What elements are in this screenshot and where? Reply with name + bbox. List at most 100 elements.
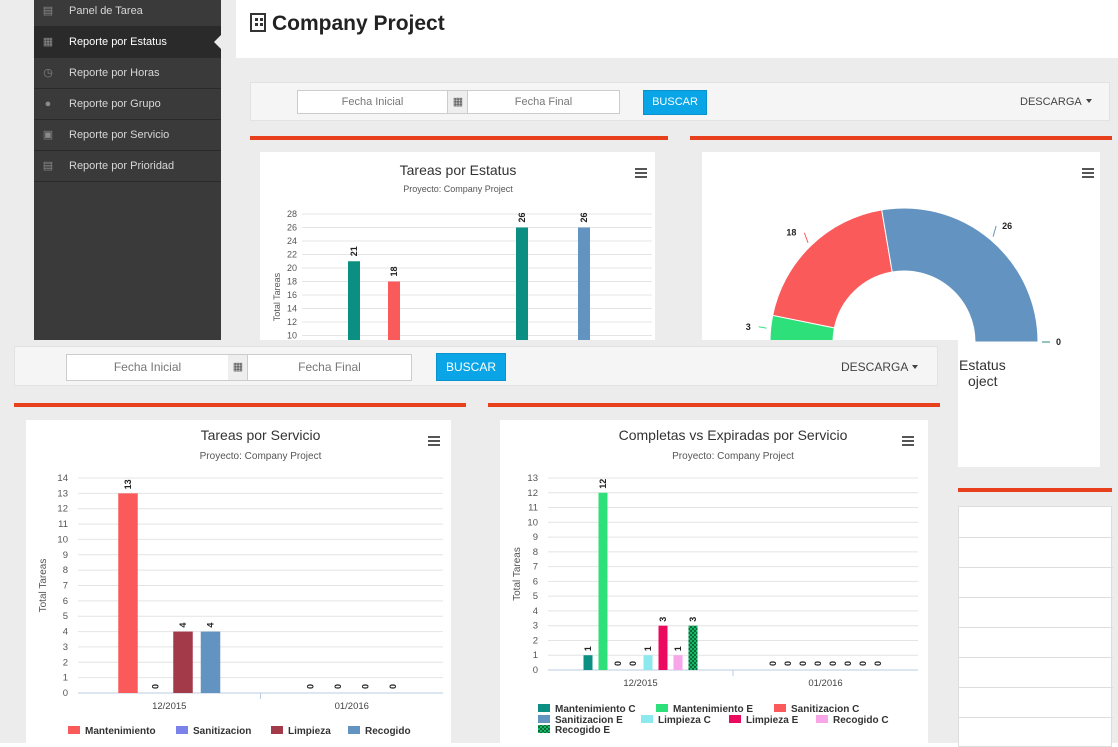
sidebar-item-label: Reporte por Prioridad bbox=[69, 160, 175, 172]
service-chart-card: Tareas por Servicio Proyecto: Company Pro… bbox=[26, 420, 451, 747]
legend-label: Limpieza E bbox=[746, 715, 799, 726]
donut-slice bbox=[881, 207, 1039, 343]
sidebar-item-panel-de-tarea[interactable]: ▤ Panel de Tarea bbox=[34, 0, 221, 27]
list-alt-icon: ▤ bbox=[42, 160, 54, 172]
y-tick-label: 28 bbox=[287, 209, 297, 219]
y-tick-label: 4 bbox=[533, 606, 538, 617]
y-tick-label: 22 bbox=[287, 250, 297, 260]
start-date-input[interactable]: Fecha Inicial bbox=[66, 354, 229, 381]
chart-menu-icon[interactable] bbox=[902, 436, 914, 446]
calendar-icon[interactable]: ▦ bbox=[448, 90, 468, 114]
bar bbox=[200, 631, 221, 693]
filter-bar-background: Fecha Inicial ▦ Fecha Final BUSCAR DESCA… bbox=[250, 82, 1110, 121]
bar bbox=[643, 655, 653, 670]
x-tick-label: 12/2015 bbox=[623, 678, 657, 689]
sidebar-item-reporte-por-estatus[interactable]: ▦ Reporte por Estatus bbox=[34, 27, 221, 58]
chart-menu-icon[interactable] bbox=[635, 168, 647, 178]
data-label: 0 bbox=[828, 661, 838, 666]
bar bbox=[688, 625, 698, 670]
legend-swatch bbox=[538, 715, 550, 723]
calendar-icon[interactable]: ▦ bbox=[228, 354, 248, 381]
data-label: 0 bbox=[628, 661, 638, 666]
slice-connector bbox=[758, 326, 767, 329]
x-tick-label: 12/2015 bbox=[152, 701, 186, 712]
sidebar-item-label: Panel de Tarea bbox=[69, 5, 143, 17]
slice-connector bbox=[803, 232, 809, 243]
chart-subtitle-partial: oject bbox=[968, 373, 998, 389]
slice-label: 26 bbox=[1002, 221, 1012, 231]
download-dropdown[interactable]: DESCARGA bbox=[1020, 96, 1092, 108]
data-label: 18 bbox=[389, 266, 399, 276]
sidebar-item-reporte-por-grupo[interactable]: ● Reporte por Grupo bbox=[34, 89, 221, 120]
legend-swatch bbox=[538, 725, 550, 733]
chart-menu-icon[interactable] bbox=[428, 436, 440, 446]
y-tick-label: 1 bbox=[533, 650, 538, 661]
y-tick-label: 26 bbox=[287, 223, 297, 233]
search-button[interactable]: BUSCAR bbox=[436, 353, 506, 381]
end-date-input[interactable]: Fecha Final bbox=[247, 354, 412, 381]
sidebar-item-reporte-por-horas[interactable]: ◷ Reporte por Horas bbox=[34, 58, 221, 89]
y-tick-label: 0 bbox=[63, 688, 68, 699]
y-tick-label: 5 bbox=[63, 611, 68, 622]
data-label: 0 bbox=[843, 661, 853, 666]
y-tick-label: 4 bbox=[63, 627, 68, 638]
chart-menu-icon[interactable] bbox=[1082, 168, 1094, 178]
bar bbox=[516, 227, 528, 346]
y-tick-label: 3 bbox=[63, 642, 68, 653]
status-donut-chart: 3 18 26 0 Estatus oject bbox=[746, 207, 1061, 389]
tasks-icon: ▤ bbox=[42, 5, 54, 17]
data-label: 0 bbox=[783, 661, 793, 666]
data-label: 0 bbox=[813, 661, 823, 666]
y-tick-label: 13 bbox=[57, 488, 68, 499]
legend-label: Mantenimiento bbox=[85, 726, 156, 737]
y-tick-label: 14 bbox=[57, 473, 68, 484]
y-tick-label: 0 bbox=[533, 665, 538, 676]
y-tick-label: 5 bbox=[533, 591, 538, 602]
data-label: 26 bbox=[579, 212, 589, 222]
chart-subtitle: Proyecto: Company Project bbox=[403, 184, 513, 194]
y-axis-label: Total Tareas bbox=[512, 547, 523, 601]
data-label: 0 bbox=[333, 684, 343, 689]
legend-swatch bbox=[774, 704, 786, 712]
list-icon: ▦ bbox=[42, 36, 54, 48]
download-dropdown[interactable]: DESCARGA bbox=[841, 360, 919, 374]
chart-subtitle: Proyecto: Company Project bbox=[672, 451, 794, 462]
y-tick-label: 6 bbox=[63, 596, 68, 607]
legend-label: Mantenimiento C bbox=[555, 704, 636, 715]
completed-expired-chart-card: Completas vs Expiradas por Servicio Proye… bbox=[500, 420, 928, 747]
sidebar-item-label: Reporte por Estatus bbox=[69, 36, 167, 48]
building-icon bbox=[250, 13, 266, 32]
sidebar-item-reporte-por-prioridad[interactable]: ▤ Reporte por Prioridad bbox=[34, 151, 221, 182]
bar bbox=[118, 493, 138, 693]
slice-connector bbox=[992, 225, 997, 237]
end-date-input[interactable]: Fecha Final bbox=[467, 90, 620, 114]
data-label: 0 bbox=[613, 661, 623, 666]
y-tick-label: 3 bbox=[533, 621, 538, 632]
page-title-text: Company Project bbox=[272, 12, 445, 35]
legend-label: Recogido E bbox=[555, 725, 610, 736]
bar bbox=[598, 492, 608, 670]
search-button[interactable]: BUSCAR bbox=[643, 90, 707, 115]
y-tick-label: 12 bbox=[57, 504, 68, 515]
y-tick-label: 9 bbox=[63, 550, 68, 561]
completed-expired-bar-chart: Completas vs Expiradas por Servicio Proye… bbox=[512, 427, 918, 736]
chart-title: Tareas por Estatus bbox=[400, 162, 517, 178]
sidebar-item-reporte-por-servicio[interactable]: ▣ Reporte por Servicio bbox=[34, 120, 221, 151]
y-tick-label: 20 bbox=[287, 263, 297, 273]
header: Company Project bbox=[236, 0, 1118, 58]
users-icon: ● bbox=[44, 98, 52, 110]
data-label: 1 bbox=[643, 646, 653, 651]
bar bbox=[578, 227, 590, 346]
status-bar-chart: Tareas por Estatus Proyecto: Company Pro… bbox=[272, 162, 652, 346]
y-tick-label: 11 bbox=[528, 503, 538, 514]
service-chart-panel: Tareas por Servicio Proyecto: Company Pro… bbox=[14, 403, 466, 747]
legend-swatch bbox=[816, 715, 828, 723]
filter-bar: Fecha Inicial ▦ Fecha Final BUSCAR DESCA… bbox=[14, 346, 938, 386]
legend-swatch bbox=[348, 726, 360, 734]
chart-title: Tareas por Servicio bbox=[201, 427, 321, 443]
y-tick-label: 13 bbox=[527, 473, 538, 484]
status-chart-card: Tareas por Estatus Proyecto: Company Pro… bbox=[260, 152, 655, 346]
start-date-input[interactable]: Fecha Inicial bbox=[297, 90, 448, 114]
legend-label: Recogido C bbox=[833, 715, 889, 726]
data-label: 12 bbox=[598, 479, 608, 489]
